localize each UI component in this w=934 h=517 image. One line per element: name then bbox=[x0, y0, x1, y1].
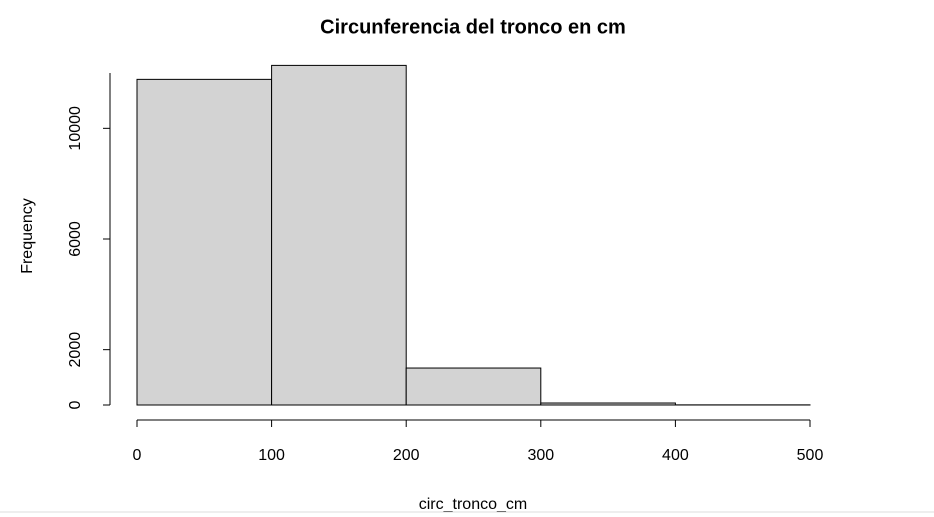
y-tick-label: 0 bbox=[67, 400, 84, 409]
chart-title: Circunferencia del tronco en cm bbox=[320, 16, 626, 38]
y-tick-label: 6000 bbox=[67, 221, 84, 257]
x-tick-label: 400 bbox=[662, 447, 689, 464]
y-axis-label: Frequency bbox=[19, 198, 36, 274]
bar bbox=[405, 367, 542, 406]
x-tick-label: 100 bbox=[258, 447, 285, 464]
y-tick-label: 10000 bbox=[67, 106, 84, 151]
bar bbox=[136, 78, 273, 406]
x-tick-label: 500 bbox=[797, 447, 824, 464]
y-tick-label: 2000 bbox=[67, 332, 84, 368]
bar bbox=[540, 402, 676, 406]
x-tick-label: 200 bbox=[393, 447, 420, 464]
x-tick-label: 0 bbox=[133, 447, 142, 464]
x-tick-label: 300 bbox=[527, 447, 554, 464]
bar bbox=[271, 64, 407, 406]
x-axis-label: circ_tronco_cm bbox=[419, 496, 527, 513]
